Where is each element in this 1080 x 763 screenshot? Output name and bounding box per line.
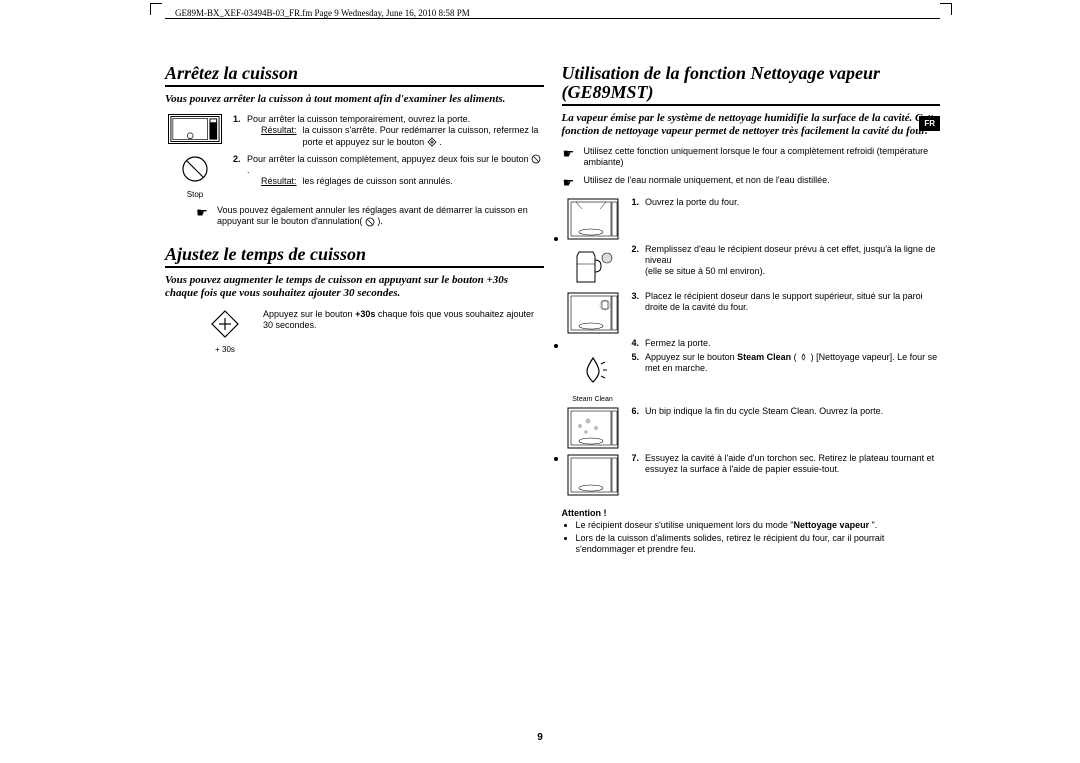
columns: Arrêtez la cuisson Vous pouvez arrêter l… [165,64,940,557]
header-filetag: GE89M-BX_XEF-03494B-03_FR.fm Page 9 Wedn… [175,8,470,18]
plus30-icon: + 30s [195,309,255,354]
section-title-adjust: Ajustez le temps de cuisson [165,245,544,268]
steam-label: Steam Clean [571,396,615,403]
header-rule [165,18,940,19]
section-title-stop: Arrêtez la cuisson [165,64,544,87]
step-row: + 30s Appuyez sur le bouton +30s chaque … [195,309,544,354]
step-text: Remplissez d'eau le récipient doseur pré… [645,244,940,278]
step-row: 2. Remplissez d'eau le récipient doseur … [562,244,941,288]
step-number: 4. [632,338,640,349]
step-row: 1. Ouvrez la porte du four. [562,197,941,241]
note-row: ☛ Utilisez cette fonction uniquement lor… [562,146,941,169]
note-text: Utilisez de l'eau normale uniquement, et… [584,175,830,186]
step-number: 6. [632,406,640,417]
result-text: les réglages de cuisson sont annulés. [303,176,453,187]
pointer-icon: ☛ [562,146,576,162]
pointer-icon: ☛ [562,175,576,191]
section-intro: Vous pouvez augmenter le temps de cuisso… [165,274,544,300]
step-row: Stop 2.Pour arrêter la cuisson complètem… [165,154,544,199]
page: GE89M-BX_XEF-03494B-03_FR.fm Page 9 Wedn… [0,0,1080,763]
note-text: Utilisez cette fonction uniquement lorsq… [584,146,941,169]
oven-steam-icon [562,406,624,450]
step-number: 5. [632,352,640,375]
step-number: 2. [233,154,247,165]
attention-block: Attention ! Le récipient doseur s'utilis… [562,508,941,554]
steam-clean-icon: Steam Clean [562,352,624,403]
language-tab: FR [919,116,940,131]
step-text: Pour arrêter la cuisson temporairement, … [247,114,542,125]
oven-open-icon [562,197,624,241]
step-body: 2.Pour arrêter la cuisson complètement, … [233,154,544,188]
step-text: Essuyez la cavité à l'aide d'un torchon … [645,453,940,476]
step-text: Pour arrêter la cuisson complètement, ap… [247,154,542,177]
section-intro: La vapeur émise par le système de nettoy… [562,112,941,138]
attention-item: Le récipient doseur s'utilise uniquement… [576,520,941,531]
pointer-icon: ☛ [195,205,209,221]
step-text: Appuyez sur le bouton Steam Clean ( ) [N… [645,352,940,375]
page-number: 9 [537,732,543,743]
right-steps: 1. Ouvrez la porte du four. 2. Remplisse… [562,197,941,500]
result-text: la cuisson s'arrête. Pour redémarrer la … [303,125,544,148]
step-number: 1. [233,114,247,125]
step-row: Steam Clean 5. Appuyez sur le bouton Ste… [562,352,941,403]
result-label: Résultat: [261,125,297,148]
step-row: 4. Fermez la porte. [562,338,941,349]
attention-title: Attention ! [562,508,941,518]
left-column: Arrêtez la cuisson Vous pouvez arrêter l… [165,64,544,557]
step-text: Ouvrez la porte du four. [645,197,739,208]
crop-mark [150,3,162,15]
stop-icon: Stop [165,154,225,199]
section-title-steam: Utilisation de la fonction Nettoyage vap… [562,64,941,106]
step-number: 1. [632,197,640,208]
step-row: 6. Un bip indique la fin du cycle Steam … [562,406,941,450]
step-row: 3. Placez le récipient doseur dans le su… [562,291,941,335]
step-body: 1.Pour arrêter la cuisson temporairement… [233,114,544,148]
section-intro: Vous pouvez arrêter la cuisson à tout mo… [165,93,544,106]
step-row: 7. Essuyez la cavité à l'aide d'un torch… [562,453,941,497]
step-number: 7. [632,453,640,476]
right-column: Utilisation de la fonction Nettoyage vap… [562,64,941,557]
note-row: ☛ Vous pouvez également annuler les régl… [195,205,544,228]
step-row: 1.Pour arrêter la cuisson temporairement… [165,114,544,148]
note-text: Vous pouvez également annuler les réglag… [217,205,544,228]
step-text: Placez le récipient doseur dans le suppo… [645,291,940,314]
microwave-icon [165,114,225,144]
jug-icon [562,244,624,288]
note-row: ☛ Utilisez de l'eau normale uniquement, … [562,175,941,191]
oven-cup-icon [562,291,624,335]
result-label: Résultat: [261,176,297,187]
step-number: 3. [632,291,640,314]
step-text: Un bip indique la fin du cycle Steam Cle… [645,406,883,417]
attention-item: Lors de la cuisson d'aliments solides, r… [576,533,941,555]
crop-mark [940,3,952,15]
step-number: 2. [632,244,640,278]
step-text: Fermez la porte. [645,338,711,349]
step-text: Appuyez sur le bouton +30s chaque fois q… [263,309,544,332]
oven-wipe-icon [562,453,624,497]
